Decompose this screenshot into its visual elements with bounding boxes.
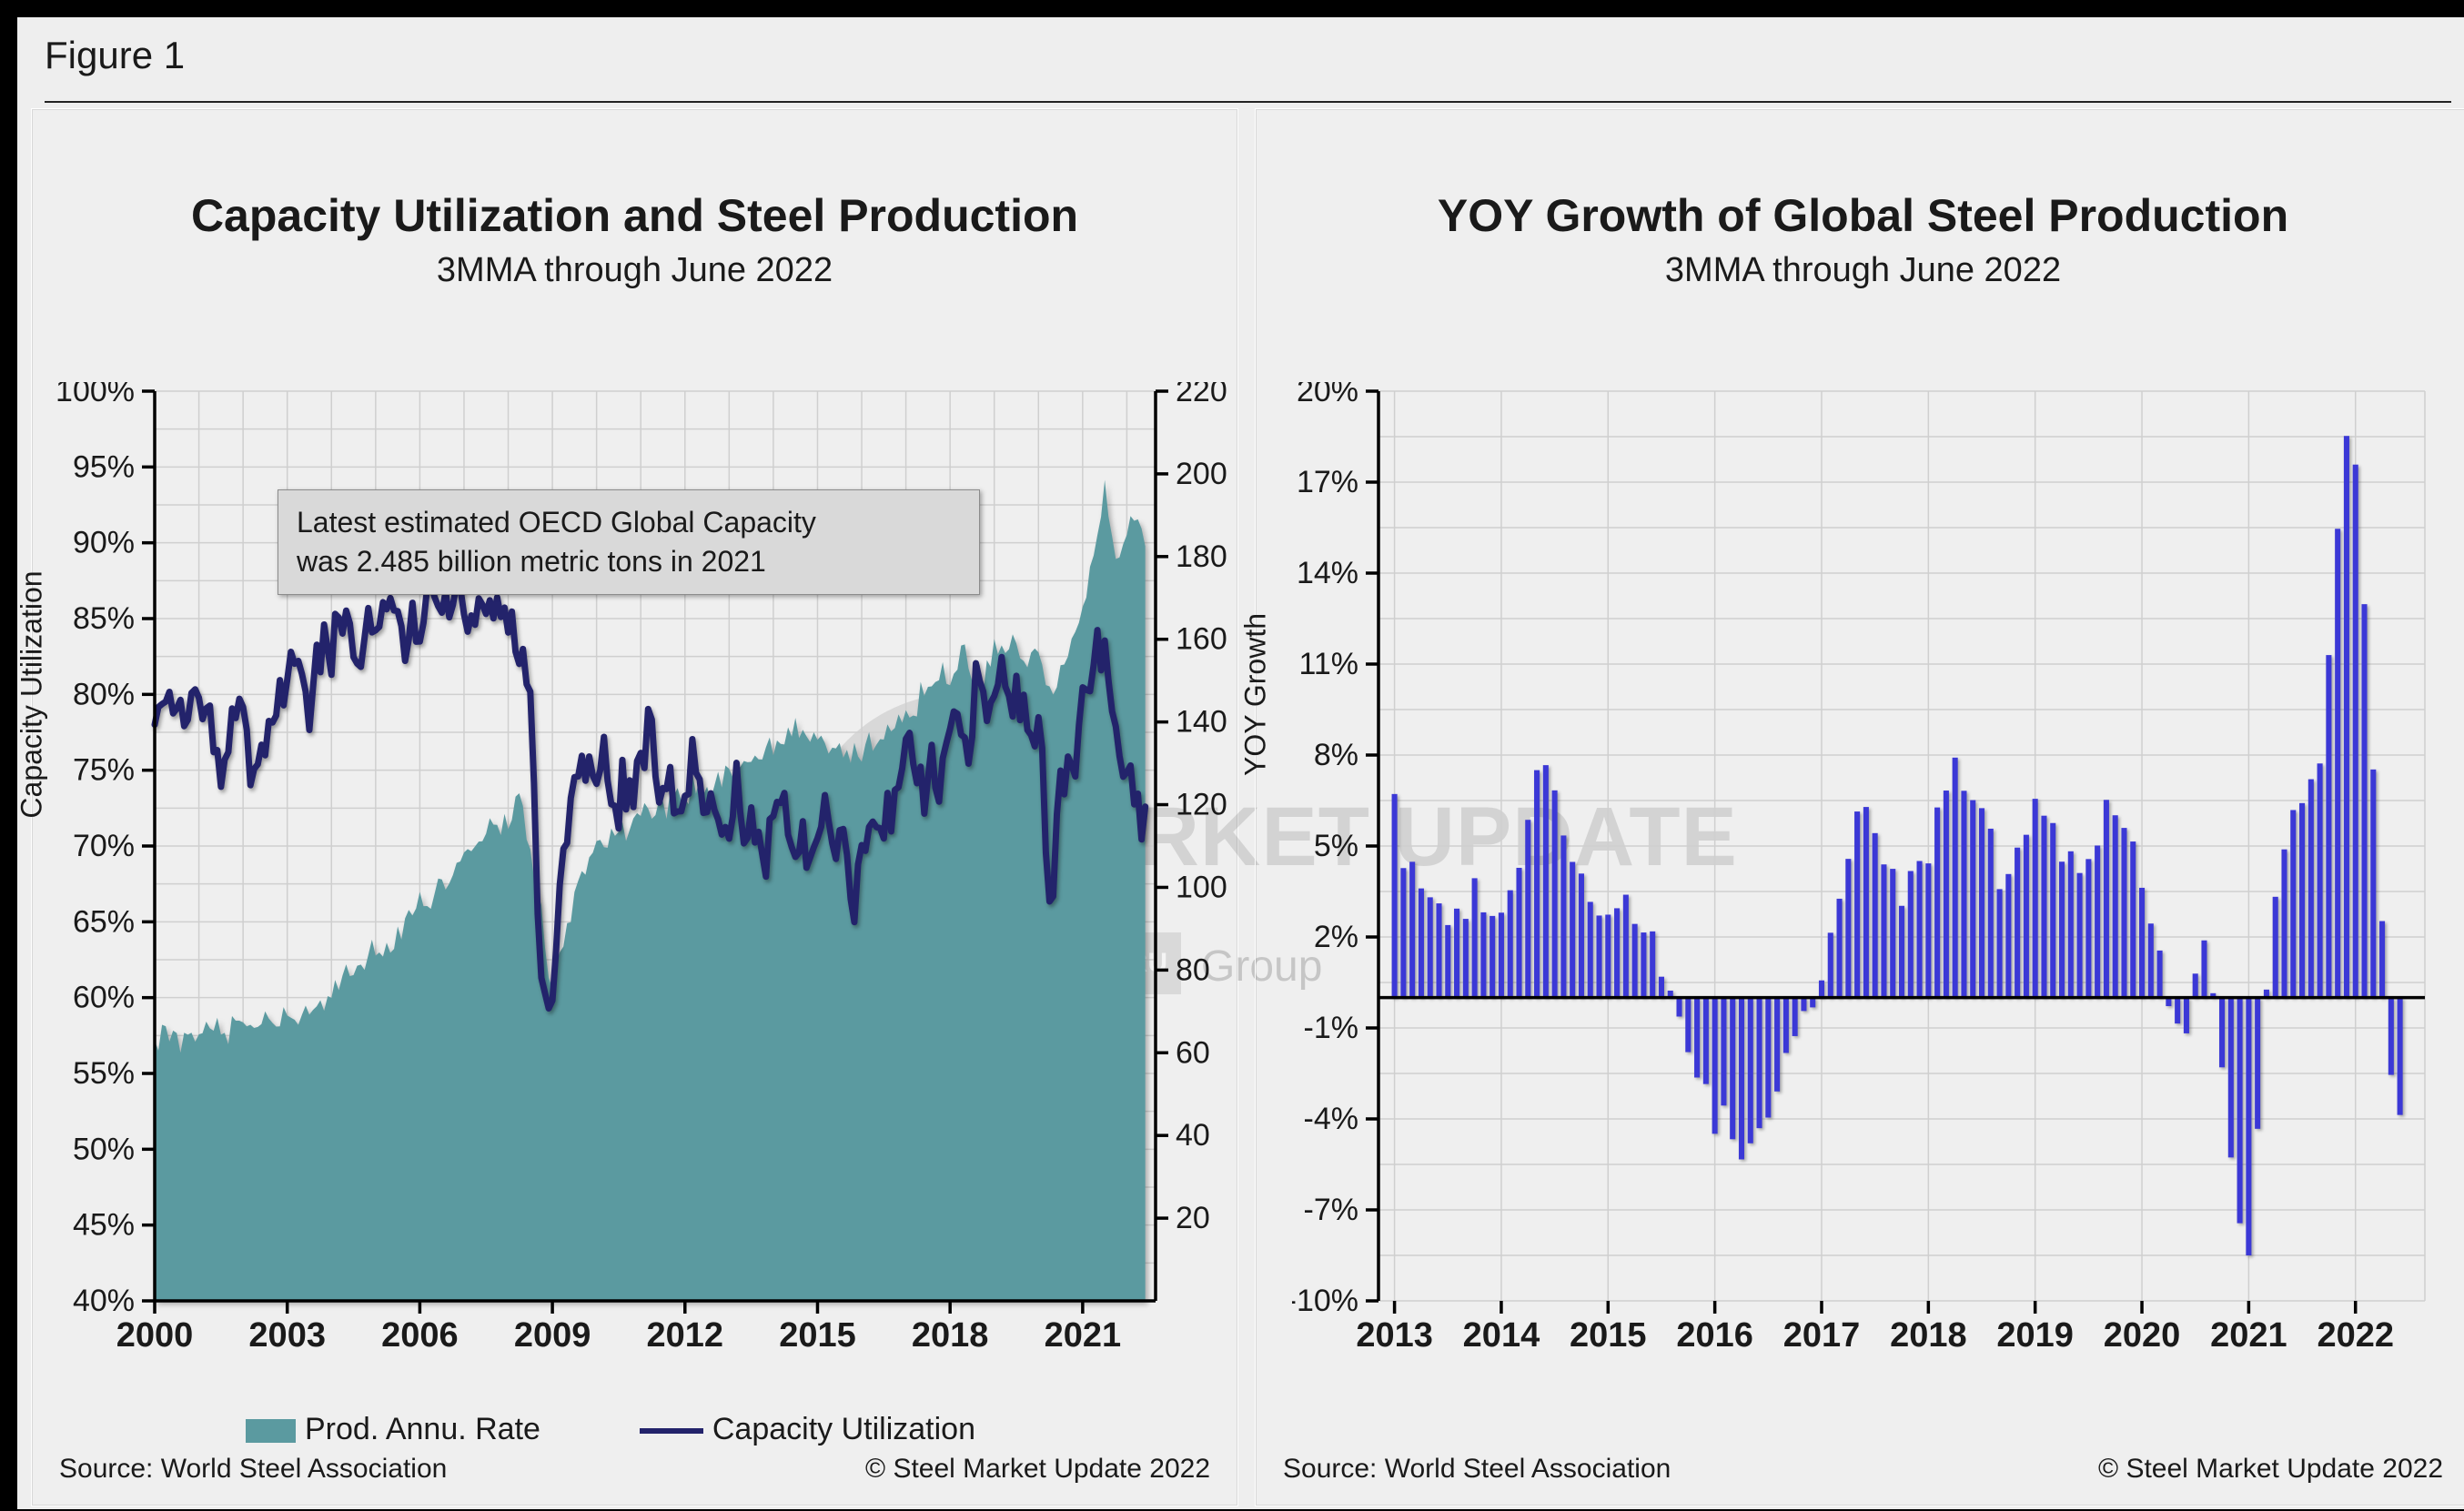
svg-text:2018: 2018 xyxy=(912,1316,989,1355)
svg-text:45%: 45% xyxy=(73,1208,135,1243)
svg-text:20%: 20% xyxy=(1297,382,1358,408)
svg-text:-4%: -4% xyxy=(1304,1102,1358,1136)
svg-text:2019: 2019 xyxy=(1996,1316,2074,1355)
svg-text:140: 140 xyxy=(1176,705,1227,740)
svg-text:60%: 60% xyxy=(73,981,135,1015)
svg-text:11%: 11% xyxy=(1298,647,1358,681)
svg-text:120: 120 xyxy=(1176,788,1227,822)
svg-text:2016: 2016 xyxy=(1676,1316,1753,1355)
svg-text:2013: 2013 xyxy=(1356,1316,1433,1355)
svg-text:2%: 2% xyxy=(1314,920,1358,954)
svg-text:75%: 75% xyxy=(73,753,135,788)
svg-text:70%: 70% xyxy=(73,829,135,863)
svg-text:100%: 100% xyxy=(56,382,135,408)
svg-text:-1%: -1% xyxy=(1304,1011,1358,1045)
svg-text:100: 100 xyxy=(1176,870,1227,904)
svg-text:220: 220 xyxy=(1176,382,1227,408)
svg-text:2009: 2009 xyxy=(514,1316,591,1355)
svg-text:2015: 2015 xyxy=(779,1316,856,1355)
svg-text:60: 60 xyxy=(1176,1035,1210,1070)
svg-text:180: 180 xyxy=(1176,539,1227,574)
svg-text:2017: 2017 xyxy=(1783,1316,1861,1355)
svg-text:20: 20 xyxy=(1176,1201,1210,1235)
svg-text:17%: 17% xyxy=(1297,465,1358,499)
svg-text:40%: 40% xyxy=(73,1284,135,1318)
svg-text:2021: 2021 xyxy=(1045,1316,1122,1355)
svg-text:-7%: -7% xyxy=(1304,1193,1358,1227)
svg-text:2020: 2020 xyxy=(2104,1316,2181,1355)
svg-text:160: 160 xyxy=(1176,622,1227,657)
svg-text:200: 200 xyxy=(1176,457,1227,491)
svg-text:50%: 50% xyxy=(73,1132,135,1166)
svg-text:2022: 2022 xyxy=(2317,1316,2394,1355)
svg-text:80%: 80% xyxy=(73,677,135,711)
svg-text:2014: 2014 xyxy=(1463,1316,1540,1355)
svg-text:8%: 8% xyxy=(1314,738,1358,772)
svg-text:55%: 55% xyxy=(73,1056,135,1091)
svg-text:2015: 2015 xyxy=(1570,1316,1647,1355)
svg-text:2012: 2012 xyxy=(647,1316,724,1355)
svg-text:2006: 2006 xyxy=(381,1316,459,1355)
svg-text:2021: 2021 xyxy=(2210,1316,2287,1355)
svg-text:40: 40 xyxy=(1176,1118,1210,1153)
svg-text:2000: 2000 xyxy=(116,1316,194,1355)
svg-text:80: 80 xyxy=(1176,952,1210,987)
svg-text:85%: 85% xyxy=(73,601,135,636)
svg-text:-10%: -10% xyxy=(1292,1284,1358,1318)
svg-text:65%: 65% xyxy=(73,904,135,939)
svg-text:14%: 14% xyxy=(1297,556,1358,590)
svg-text:5%: 5% xyxy=(1314,829,1358,863)
svg-text:2018: 2018 xyxy=(1890,1316,1967,1355)
svg-text:95%: 95% xyxy=(73,449,135,484)
svg-text:2003: 2003 xyxy=(248,1316,326,1355)
svg-text:90%: 90% xyxy=(73,526,135,560)
